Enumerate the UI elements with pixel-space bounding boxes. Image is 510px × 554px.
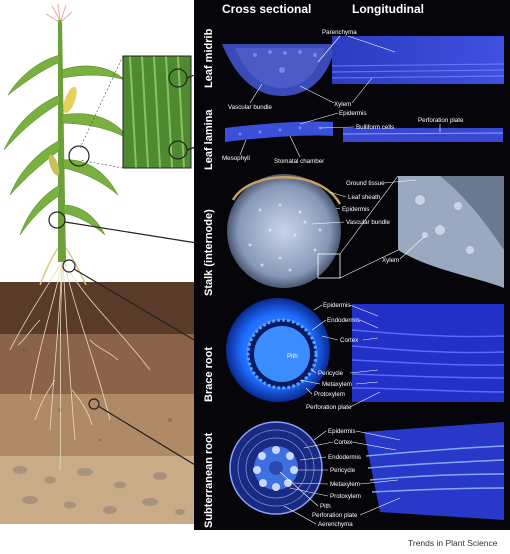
leaf-inset (79, 55, 192, 169)
label-brace-endodermis: Endodermis (327, 317, 360, 324)
label-lamina-perforation: Perforation plate (418, 117, 464, 124)
label-midrib-parenchyma: Parenchyma (322, 29, 357, 36)
journal-footer: Trends in Plant Science (408, 538, 498, 548)
section-subterranean-root: Subterranean root (203, 432, 215, 528)
section-stalk: Stalk (internode) (203, 209, 215, 296)
leaf-midrib-images (222, 36, 505, 96)
label-lamina-stomatal: Stomatal chamber (274, 158, 324, 165)
leaves (3, 54, 131, 236)
section-leaf-midrib: Leaf midrib (203, 28, 215, 88)
label-brace-pith: Pith (287, 353, 298, 360)
label-stalk-ground-tissue: Ground tissue (346, 180, 385, 187)
roots (9, 261, 151, 471)
tassel (45, 3, 73, 23)
plant-stalk (58, 20, 66, 262)
label-brace-cortex: Cortex (340, 337, 359, 344)
label-sub-pericycle: Pericycle (330, 467, 356, 474)
label-midrib-vascular-bundle: Vascular bundle (228, 104, 272, 111)
label-brace-metaxylem: Metaxylem (322, 381, 352, 388)
plant-illustration (0, 3, 229, 524)
header-longitudinal: Longitudinal (352, 2, 424, 16)
label-stalk-vascular-bundle: Vascular bundle (346, 219, 390, 226)
section-brace-root: Brace root (203, 347, 215, 402)
label-stalk-leaf-sheath: Leaf sheath (348, 194, 381, 201)
label-sub-pith: Pith (320, 503, 331, 510)
soil-layer-2 (0, 334, 195, 394)
label-lamina-mesophyll: Mesophyll (222, 155, 250, 162)
soil-stones (13, 466, 185, 515)
label-midrib-xylem: Xylem (334, 101, 351, 108)
section-leaf-lamina: Leaf lamina (203, 109, 215, 170)
corn-ear (63, 86, 77, 114)
label-brace-protoxylem: Protoxylem (314, 391, 345, 398)
brace-root-images (226, 298, 505, 402)
soil-layer-4 (0, 456, 195, 524)
label-brace-pericycle: Pericycle (318, 370, 344, 377)
label-sub-epidermis: Epidermis (328, 428, 356, 435)
label-lamina-bulliform: Bulliform cells (356, 124, 394, 131)
label-stalk-xylem: Xylem (382, 257, 399, 264)
label-sub-aerenchyma: Aerenchyma (318, 521, 353, 528)
stalk-images (227, 174, 504, 288)
leaf-lamina-images (225, 121, 504, 142)
label-stalk-epidermis: Epidermis (342, 206, 370, 213)
label-sub-endodermis: Endodermis (328, 454, 361, 461)
label-brace-perforation: Perforation plate (306, 404, 352, 411)
subterranean-root-images (229, 421, 505, 520)
label-sub-cortex: Cortex (334, 439, 353, 446)
label-brace-epidermis: Epidermis (323, 302, 351, 309)
label-sub-perforation: Perforation plate (312, 512, 358, 519)
label-lamina-epidermis: Epidermis (339, 110, 367, 117)
label-sub-metaxylem: Metaxylem (330, 481, 360, 488)
header-cross-sectional: Cross sectional (222, 2, 311, 16)
label-sub-protoxylem: Protoxylem (330, 493, 361, 500)
